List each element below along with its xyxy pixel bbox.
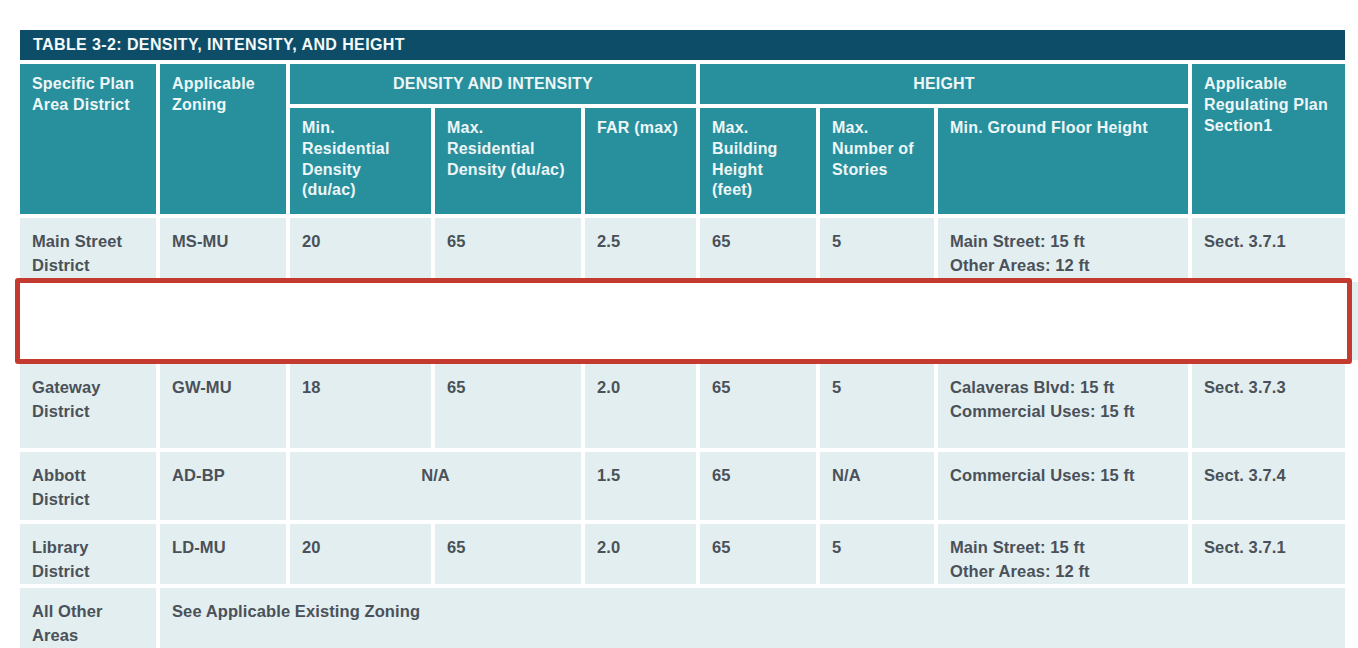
cell-ground-floor-height: Main Street: 15 ft Other Areas: 12 ft — [938, 524, 1188, 584]
cell-max-stories: 5 — [820, 218, 934, 278]
header-applicable-zoning: Applicable Zoning — [160, 64, 286, 214]
cell-far: 2.0 — [585, 364, 696, 448]
header-min-residential-density: Min. Residential Density (du/ac) — [290, 108, 431, 214]
zoning-table: TABLE 3-2: DENSITY, INTENSITY, AND HEIGH… — [20, 30, 1345, 648]
cell-ground-floor-height: Calaveras Blvd: 15 ft Commercial Uses: 1… — [938, 364, 1188, 448]
header-max-building-height: Max. Building Height (feet) — [700, 108, 816, 214]
cell-far: 2.0 — [585, 524, 696, 584]
cell-max-stories: N/A — [820, 452, 934, 520]
cell-max-density: 65 — [435, 364, 581, 448]
cell-density-na: N/A — [290, 452, 581, 520]
cell-max-building-height: 65 — [700, 452, 816, 520]
cell-max-density: 65 — [435, 524, 581, 584]
cell-ground-floor-height: Main Street: 15 ft Other Areas: 12 ft — [938, 218, 1188, 278]
cell-far: 1.5 — [585, 452, 696, 520]
cell-see-existing-zoning: See Applicable Existing Zoning — [160, 588, 1345, 648]
cell-max-building-height: 65 — [700, 524, 816, 584]
table-title-bar: TABLE 3-2: DENSITY, INTENSITY, AND HEIGH… — [20, 30, 1345, 60]
cell-ground-floor-height: Commercial Uses: 15 ft — [938, 452, 1188, 520]
cell-max-density: 65 — [435, 218, 581, 278]
cell-min-density: 20 — [290, 524, 431, 584]
cell-zoning: GW-MU — [160, 364, 286, 448]
cell-section: Sect. 3.7.1 — [1192, 218, 1345, 278]
header-max-number-of-stories: Max. Number of Stories — [820, 108, 934, 214]
header-specific-plan-area-district: Specific Plan Area District — [20, 64, 156, 214]
highlight-rectangle — [15, 278, 1352, 364]
cell-zoning: AD-BP — [160, 452, 286, 520]
cell-min-density: 18 — [290, 364, 431, 448]
header-max-residential-density: Max. Residential Density (du/ac) — [435, 108, 581, 214]
cell-far: 2.5 — [585, 218, 696, 278]
cell-zoning: MS-MU — [160, 218, 286, 278]
cell-zoning: LD-MU — [160, 524, 286, 584]
cell-max-stories: 5 — [820, 364, 934, 448]
cell-district: Abbott District — [20, 452, 156, 520]
header-group-density-and-intensity: DENSITY AND INTENSITY — [290, 64, 696, 104]
cell-max-building-height: 65 — [700, 364, 816, 448]
cell-section: Sect. 3.7.1 — [1192, 524, 1345, 584]
cell-max-stories: 5 — [820, 524, 934, 584]
header-min-ground-floor-height: Min. Ground Floor Height — [938, 108, 1188, 214]
cell-district: Crossroads District — [1349, 282, 1358, 360]
cell-section: Sect. 3.7.3 — [1192, 364, 1345, 448]
cell-max-building-height: 65 — [700, 218, 816, 278]
cell-district: Main Street District — [20, 218, 156, 278]
cell-section: Sect. 3.7.4 — [1192, 452, 1345, 520]
cell-district: Library District — [20, 524, 156, 584]
cell-district: Gateway District — [20, 364, 156, 448]
header-applicable-regulating-plan-section: Applicable Regulating Plan Section1 — [1192, 64, 1345, 214]
cell-min-density: 20 — [290, 218, 431, 278]
header-group-height: HEIGHT — [700, 64, 1188, 104]
table-grid: Specific Plan Area District Applicable Z… — [20, 64, 1345, 648]
table-title: TABLE 3-2: DENSITY, INTENSITY, AND HEIGH… — [33, 36, 405, 54]
cell-district: All Other Areas — [20, 588, 156, 648]
header-far-max: FAR (max) — [585, 108, 696, 214]
